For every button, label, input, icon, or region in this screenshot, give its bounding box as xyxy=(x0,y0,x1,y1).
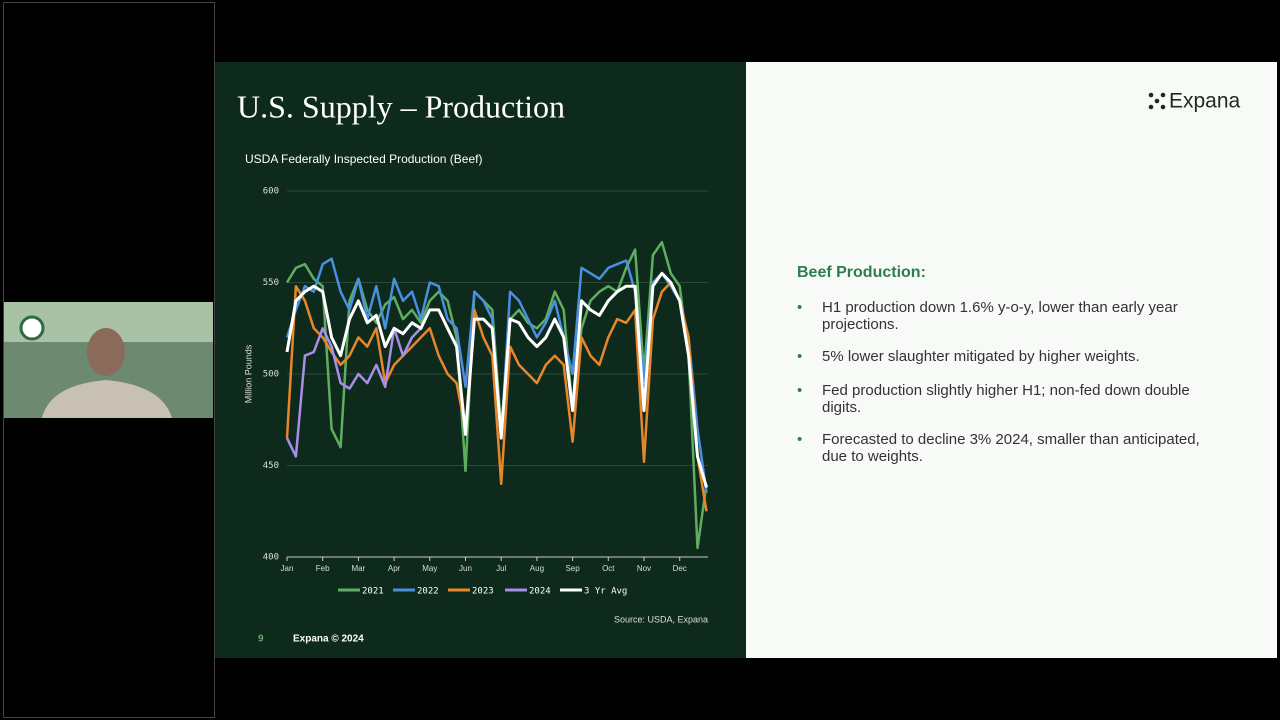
x-tick-label: Mar xyxy=(352,564,366,573)
slide-title: U.S. Supply – Production xyxy=(237,88,565,124)
y-axis-label: Million Pounds xyxy=(243,344,253,403)
x-tick-label: Sep xyxy=(565,564,580,573)
x-tick-label: Oct xyxy=(602,564,615,573)
y-tick-label: 550 xyxy=(263,278,279,288)
x-tick-label: Apr xyxy=(388,564,401,573)
webcam-logo xyxy=(19,315,45,341)
series-line xyxy=(285,327,422,458)
y-tick-label: 400 xyxy=(263,553,279,563)
y-tick-label: 600 xyxy=(263,187,279,197)
legend-label: 2023 xyxy=(472,587,494,597)
legend-label: 2024 xyxy=(529,587,551,597)
series-line xyxy=(285,281,708,512)
page-number: 9 xyxy=(258,634,264,645)
webcam xyxy=(4,302,213,418)
bullet: Forecasted to decline 3% 2024, smaller t… xyxy=(797,431,1227,465)
chart-title: USDA Federally Inspected Production (Bee… xyxy=(245,152,482,166)
series-line xyxy=(285,271,708,488)
x-tick-label: Jun xyxy=(459,564,472,573)
bullet: 5% lower slaughter mitigated by higher w… xyxy=(797,348,1227,365)
person-head xyxy=(87,328,125,376)
y-tick-label: 500 xyxy=(263,370,279,380)
footer: Expana © 2024 xyxy=(293,634,364,645)
panel-heading: Beef Production: xyxy=(797,264,926,281)
person-body xyxy=(42,380,172,418)
legend-label: 3 Yr Avg xyxy=(584,587,627,597)
x-tick-label: Feb xyxy=(316,564,330,573)
logo: Expana xyxy=(1169,90,1241,113)
x-tick-label: Jul xyxy=(496,564,506,573)
x-tick-label: May xyxy=(422,564,437,573)
x-tick-label: Aug xyxy=(530,564,544,573)
bullet: Fed production slightly higher H1; non-f… xyxy=(797,382,1227,416)
y-tick-label: 450 xyxy=(263,461,279,471)
source: Source: USDA, Expana xyxy=(614,614,708,624)
x-tick-label: Nov xyxy=(637,564,651,573)
logo-icon xyxy=(1148,92,1166,110)
x-tick-label: Dec xyxy=(673,564,687,573)
legend-label: 2021 xyxy=(362,587,384,597)
x-tick-label: Jan xyxy=(281,564,294,573)
bullet: H1 production down 1.6% y-o-y, lower tha… xyxy=(797,299,1227,333)
legend-label: 2022 xyxy=(417,587,439,597)
